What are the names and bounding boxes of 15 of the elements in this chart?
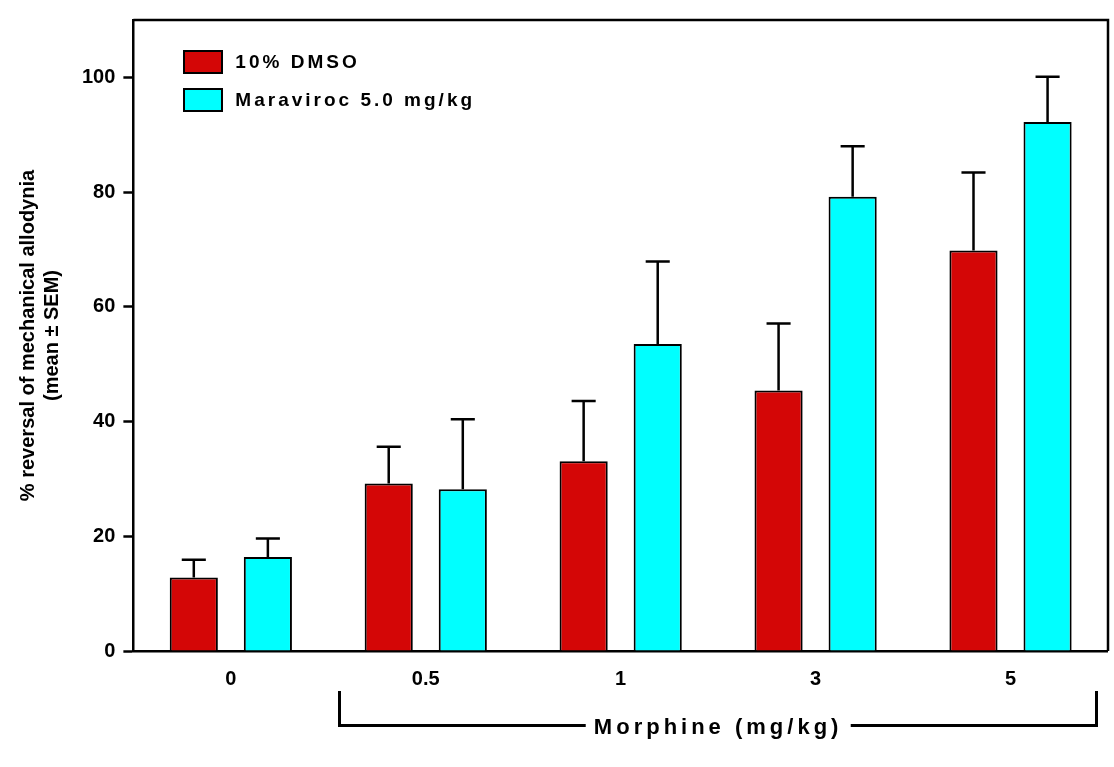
legend-label: 10% DMSO — [235, 51, 360, 73]
y-tick-label: 100 — [81, 64, 116, 87]
x-tick-label: 3 — [810, 666, 822, 689]
y-tick-label: 20 — [93, 523, 116, 546]
y-axis-title: % reversal of mechanical allodynia (mean ± SEM) — [15, 169, 62, 502]
x-axis-title: Morphine (mg/kg) — [585, 714, 851, 740]
y-tick-label: 60 — [93, 294, 116, 317]
y-tick-label: 40 — [93, 409, 116, 432]
x-tick-label: 1 — [615, 666, 627, 689]
legend-label: Maraviroc 5.0 mg/kg — [235, 89, 476, 111]
y-tick-label: 0 — [104, 638, 116, 661]
y-tick-label: 80 — [93, 179, 116, 202]
x-tick-label: 0 — [225, 666, 237, 689]
x-tick-label: 5 — [1004, 666, 1017, 689]
x-tick-label: 0.5 — [411, 666, 440, 689]
